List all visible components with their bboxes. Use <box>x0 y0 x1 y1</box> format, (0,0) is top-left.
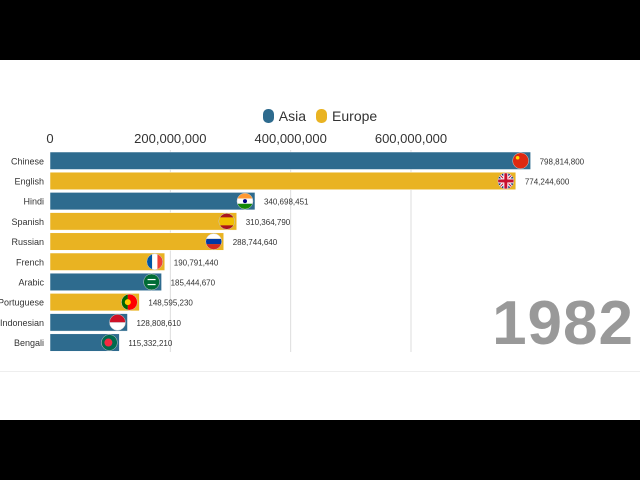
bar-chart: 0 200,000,000 400,000,000 600,000,000 Chines… <box>0 131 585 352</box>
x-tick-label: 400,000,000 <box>255 131 327 146</box>
china-flag-icon <box>512 152 529 169</box>
spain-flag-icon <box>218 213 235 230</box>
x-tick-label: 600,000,000 <box>375 131 447 146</box>
x-tick-label: 200,000,000 <box>134 131 206 146</box>
bar-english <box>49 171 517 190</box>
bar-arabic <box>49 272 162 291</box>
bar-indonesian <box>49 313 128 332</box>
legend-swatch-asia <box>262 109 274 123</box>
category-label: Bengali <box>14 338 44 348</box>
category-label: Chinese <box>11 156 44 166</box>
value-label: 310,364,790 <box>246 218 291 227</box>
value-label: 128,808,610 <box>136 319 181 328</box>
france-flag-icon <box>146 253 164 270</box>
bar-bengali <box>49 333 120 352</box>
bar-russian <box>49 232 224 251</box>
category-label: Arabic <box>18 277 44 287</box>
portugal-flag-icon <box>121 293 138 311</box>
saudi-flag-icon <box>143 273 160 291</box>
chart-frame: Asia Europe 0 200,000,000 400,000,000 600,0… <box>0 60 640 420</box>
legend-label-asia: Asia <box>278 108 307 124</box>
value-label: 185,444,670 <box>171 278 216 287</box>
value-label: 774,244,600 <box>525 177 570 186</box>
value-label: 798,814,800 <box>540 157 585 166</box>
year-label: 1982 <box>492 289 634 358</box>
legend-item-europe[interactable]: Europe <box>316 108 377 124</box>
legend-swatch-europe <box>316 109 328 123</box>
value-label: 148,595,230 <box>148 299 193 308</box>
category-label: Hindi <box>23 197 44 207</box>
divider <box>0 371 640 372</box>
bar-portuguese <box>49 293 140 312</box>
bar-hindi <box>49 192 256 211</box>
bar-french <box>49 252 166 271</box>
legend: Asia Europe <box>0 106 640 126</box>
value-label: 340,698,451 <box>264 198 309 207</box>
category-label: Spanish <box>11 217 44 227</box>
category-label: French <box>16 257 44 267</box>
x-tick-label: 0 <box>46 131 53 146</box>
category-label: Indonesian <box>0 318 44 328</box>
bar-chinese <box>49 151 531 170</box>
legend-label-europe: Europe <box>332 108 378 124</box>
category-label: Portuguese <box>0 298 44 308</box>
legend-item-asia[interactable]: Asia <box>262 108 307 124</box>
category-label: Russian <box>11 237 44 247</box>
category-label: English <box>14 176 44 186</box>
bar-spanish <box>49 212 237 231</box>
indonesia-flag-icon <box>109 314 126 331</box>
uk-flag-icon <box>497 172 515 190</box>
russia-flag-icon <box>205 233 222 250</box>
india-flag-icon <box>236 192 254 210</box>
value-label: 190,791,440 <box>174 258 219 267</box>
value-label: 288,744,640 <box>233 238 278 247</box>
value-label: 115,332,210 <box>128 339 172 348</box>
bangladesh-flag-icon <box>101 334 118 351</box>
